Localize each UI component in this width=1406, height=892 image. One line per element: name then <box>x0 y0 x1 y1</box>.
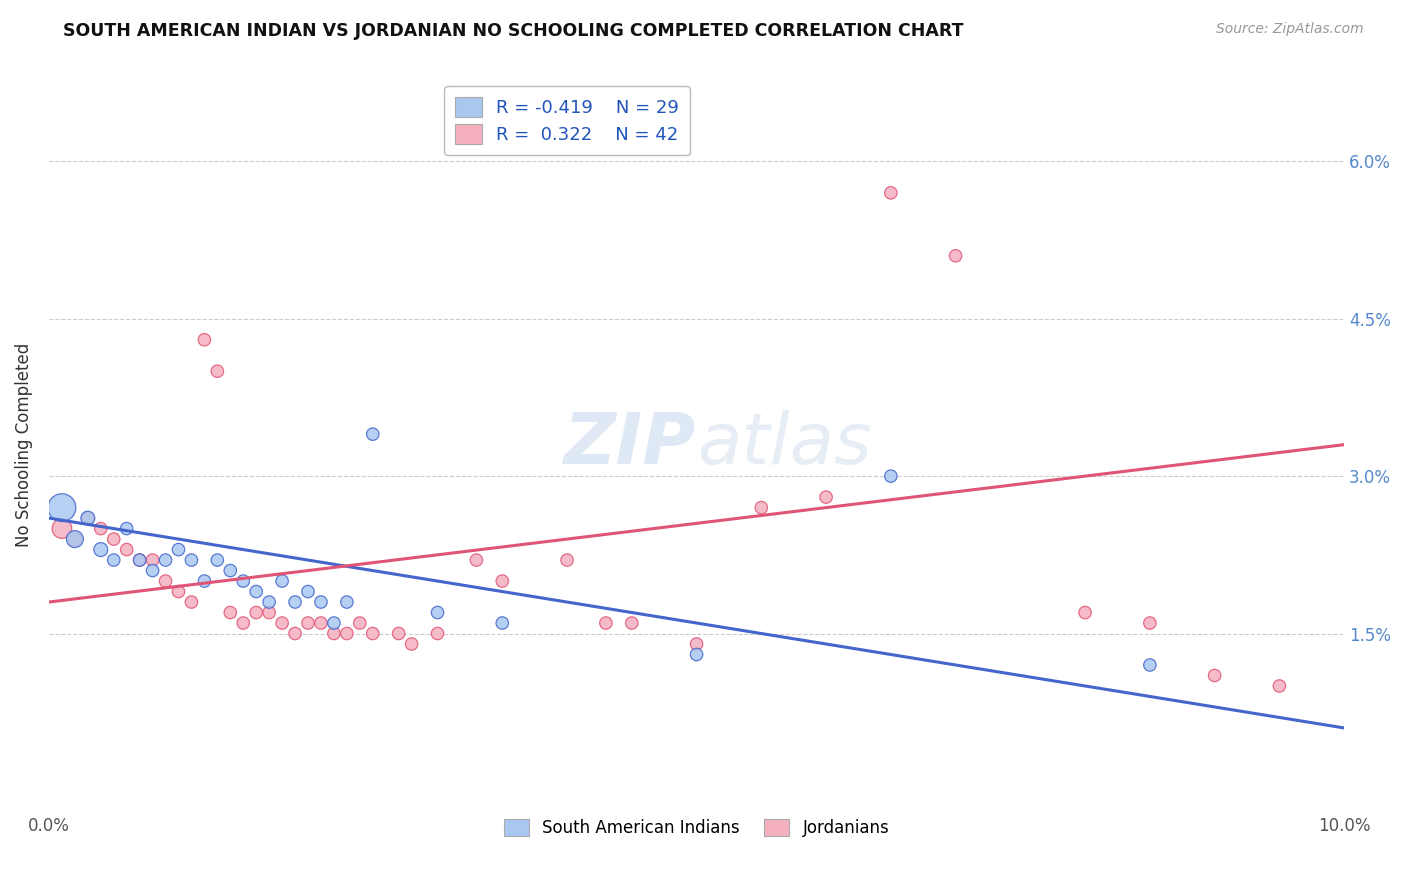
Point <box>880 469 903 483</box>
Point <box>167 584 190 599</box>
Point <box>155 574 177 588</box>
Point <box>257 595 280 609</box>
Point <box>245 584 267 599</box>
Point <box>103 553 125 567</box>
Point <box>63 532 86 546</box>
Point <box>595 615 617 630</box>
Point <box>103 532 125 546</box>
Point <box>815 490 838 504</box>
Point <box>685 637 707 651</box>
Point <box>361 427 384 442</box>
Point <box>219 564 242 578</box>
Point <box>142 553 165 567</box>
Point <box>180 553 202 567</box>
Point <box>245 606 267 620</box>
Point <box>257 606 280 620</box>
Legend: South American Indians, Jordanians: South American Indians, Jordanians <box>496 813 896 844</box>
Point <box>142 564 165 578</box>
Point <box>749 500 772 515</box>
Point <box>620 615 643 630</box>
Point <box>426 626 449 640</box>
Point <box>309 615 332 630</box>
Point <box>271 574 294 588</box>
Point <box>555 553 578 567</box>
Point <box>491 615 513 630</box>
Point <box>309 595 332 609</box>
Point <box>232 574 254 588</box>
Point <box>322 626 344 640</box>
Point <box>465 553 488 567</box>
Text: SOUTH AMERICAN INDIAN VS JORDANIAN NO SCHOOLING COMPLETED CORRELATION CHART: SOUTH AMERICAN INDIAN VS JORDANIAN NO SC… <box>63 22 963 40</box>
Point <box>219 606 242 620</box>
Point <box>349 615 371 630</box>
Point <box>284 626 307 640</box>
Point <box>90 522 112 536</box>
Point <box>76 511 98 525</box>
Point <box>1204 668 1226 682</box>
Point <box>207 553 229 567</box>
Point <box>297 584 319 599</box>
Point <box>880 186 903 200</box>
Point <box>271 615 294 630</box>
Point <box>1074 606 1097 620</box>
Text: atlas: atlas <box>696 410 872 479</box>
Point <box>336 626 359 640</box>
Point <box>945 249 967 263</box>
Point <box>322 615 344 630</box>
Point <box>128 553 150 567</box>
Point <box>51 500 73 515</box>
Point <box>336 595 359 609</box>
Point <box>388 626 411 640</box>
Point <box>180 595 202 609</box>
Text: Source: ZipAtlas.com: Source: ZipAtlas.com <box>1216 22 1364 37</box>
Point <box>361 626 384 640</box>
Point <box>207 364 229 378</box>
Point <box>76 511 98 525</box>
Point <box>1139 615 1161 630</box>
Text: ZIP: ZIP <box>564 410 696 479</box>
Point <box>167 542 190 557</box>
Point <box>685 648 707 662</box>
Point <box>1268 679 1291 693</box>
Point <box>90 542 112 557</box>
Point <box>115 542 138 557</box>
Point <box>426 606 449 620</box>
Point <box>128 553 150 567</box>
Point <box>284 595 307 609</box>
Point <box>193 574 215 588</box>
Point <box>232 615 254 630</box>
Point <box>115 522 138 536</box>
Point <box>51 522 73 536</box>
Point <box>193 333 215 347</box>
Y-axis label: No Schooling Completed: No Schooling Completed <box>15 343 32 547</box>
Point <box>1139 658 1161 673</box>
Point <box>491 574 513 588</box>
Point <box>401 637 423 651</box>
Point <box>297 615 319 630</box>
Point <box>63 532 86 546</box>
Point <box>155 553 177 567</box>
